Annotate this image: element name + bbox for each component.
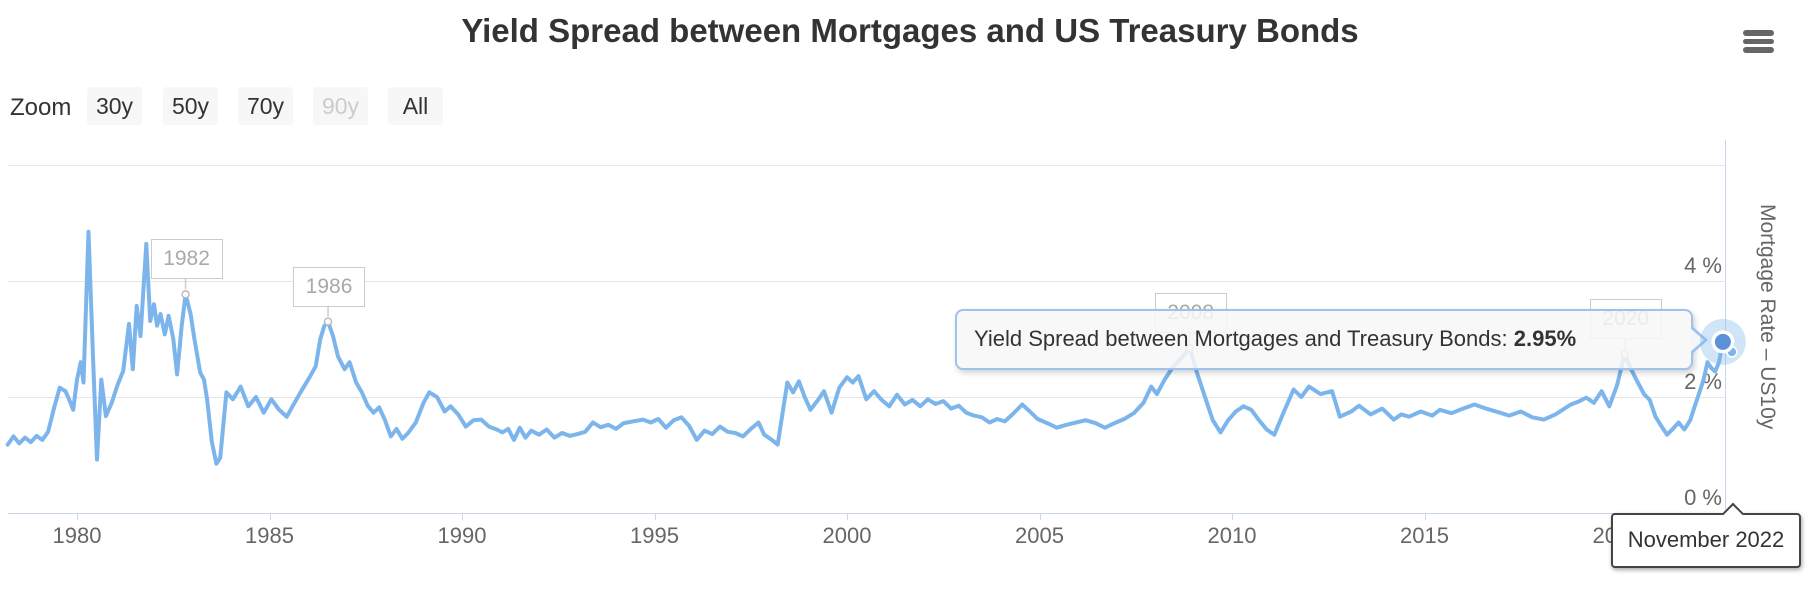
x-axis-tick (269, 514, 271, 520)
x-axis-tick (462, 514, 463, 520)
crosshair-date-text: November 2022 (1627, 527, 1785, 552)
gridline-6pct (8, 165, 1725, 166)
x-axis-tick (77, 514, 78, 520)
zoom-button-all[interactable]: All (388, 87, 443, 125)
hamburger-icon (1743, 47, 1774, 53)
x-axis-label: 2010 (1207, 523, 1257, 548)
x-axis-tick (654, 514, 656, 520)
zoom-button-30y[interactable]: 30y (87, 87, 142, 125)
x-axis-label: 2000 (822, 523, 872, 548)
tooltip-text: Yield Spread between Mortgages and Treas… (974, 326, 1577, 351)
x-axis-tick (1424, 514, 1426, 520)
zoom-button-90y: 90y (313, 87, 368, 125)
zoom-label: Zoom (10, 94, 72, 121)
annotation-label-1982[interactable]: 1982 (150, 239, 223, 280)
x-axis-label: 1980 (52, 523, 102, 548)
x-axis-label: 1985 (245, 523, 294, 548)
x-axis-label: 2005 (1015, 523, 1064, 548)
x-axis-tick (1232, 514, 1233, 520)
y-axis-label: 0 % (1684, 485, 1722, 510)
y-axis-line (1725, 140, 1726, 514)
gridline-0pct (8, 513, 1725, 514)
annotation-label-1986[interactable]: 1986 (293, 266, 366, 307)
x-axis-label: 1995 (630, 523, 679, 548)
x-axis-tick (847, 514, 848, 520)
x-axis-label: 2015 (1400, 523, 1449, 548)
context-menu-button[interactable] (1743, 30, 1775, 54)
tooltip-value: 2.95% (1513, 326, 1577, 351)
crosshair-date-label: November 2022 (1611, 502, 1801, 568)
x-axis-tick (1039, 514, 1041, 520)
x-axis-label: 1990 (437, 523, 487, 548)
hamburger-icon (1743, 30, 1774, 36)
hamburger-icon (1743, 38, 1774, 44)
zoom-button-70y[interactable]: 70y (238, 87, 293, 125)
tooltip: Yield Spread between Mortgages and Treas… (955, 309, 1708, 370)
chart-title: Yield Spread between Mortgages and US Tr… (461, 12, 1359, 49)
zoom-button-50y[interactable]: 50y (163, 87, 218, 125)
